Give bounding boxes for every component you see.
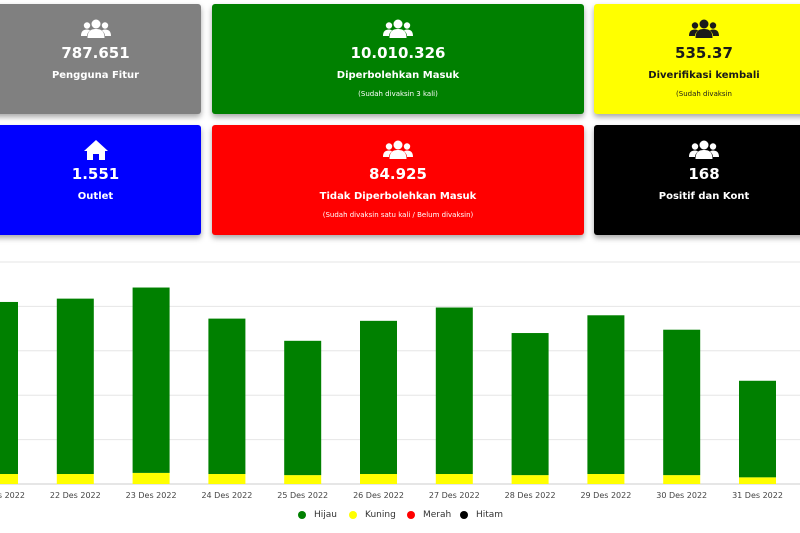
card-value: 168	[688, 165, 720, 183]
legend-item-merah[interactable]: Merah	[407, 510, 451, 520]
users-icon	[212, 139, 584, 163]
bar-hijau	[56, 298, 94, 475]
bar-kuning	[663, 475, 701, 484]
legend-marker	[460, 511, 468, 519]
legend-label: Kuning	[365, 510, 396, 520]
legend-item-kuning[interactable]: Kuning	[349, 510, 396, 520]
card-subtext: (Sudah divaksin 3 kali)	[358, 90, 438, 98]
card-pengguna-fitur[interactable]: 787.651 Pengguna Fitur	[0, 4, 201, 114]
card-label: Outlet	[77, 191, 114, 202]
legend-marker	[407, 511, 415, 519]
card-subtext: (Sudah divaksin satu kali / Belum divaks…	[322, 211, 474, 219]
x-tick-label: 29 Des 2022	[580, 491, 631, 500]
bar-hijau	[360, 320, 397, 475]
x-tick-label: 23 Des 2022	[126, 491, 177, 500]
card-label: Pengguna Fitur	[51, 70, 140, 81]
x-tick-label: 24 Des 2022	[201, 491, 252, 500]
bar-kuning	[435, 474, 473, 484]
daily-status-bar-chart: 21 Des 2022 22 Des 2022 23 Des 2022 24 Des …	[0, 261, 800, 500]
bar-kuning	[208, 474, 246, 484]
x-tick-label: 28 Des 2022	[505, 491, 556, 500]
legend-label: Merah	[423, 510, 452, 520]
bar-hijau	[511, 333, 549, 476]
users-icon	[0, 18, 201, 42]
legend-item-hijau[interactable]: Hijau	[298, 510, 337, 520]
card-diverifikasi-kembali[interactable]: 535.37 Diverifikasi kembali (Sudah divaksi…	[594, 4, 800, 114]
bar-hijau	[663, 329, 701, 476]
bar-hijau	[208, 318, 246, 475]
bar-hijau	[0, 301, 18, 475]
legend-item-hitam[interactable]: Hitam	[460, 510, 503, 520]
bar-kuning	[284, 475, 322, 484]
chart-legend: Hijau Kuning Merah Hitam	[0, 510, 800, 526]
legend-label: Hitam	[476, 510, 504, 520]
bar-hijau	[587, 315, 625, 475]
bar-kuning	[739, 477, 776, 484]
bar-hijau	[132, 287, 170, 473]
bar-kuning	[0, 474, 18, 484]
bar-hijau	[739, 380, 776, 478]
card-positif-kontak[interactable]: 168 Positif dan Kont	[594, 125, 800, 235]
card-outlet[interactable]: 1.551 Outlet	[0, 125, 201, 235]
x-tick-label: 30 Des 2022	[656, 491, 707, 500]
bar-hijau	[435, 307, 473, 475]
x-tick-label: 25 Des 2022	[277, 491, 328, 500]
card-value: 787.651	[61, 44, 130, 62]
bar-kuning	[56, 474, 94, 484]
card-value: 84.925	[369, 165, 427, 183]
legend-marker	[298, 511, 306, 519]
card-label: Tidak Diperbolehkan Masuk	[319, 191, 477, 202]
legend-label: Hijau	[314, 510, 337, 520]
card-subtext: (Sudah divaksin	[676, 90, 732, 98]
card-label: Diverifikasi kembali	[648, 70, 760, 81]
bar-kuning	[587, 474, 625, 484]
users-icon	[594, 18, 800, 42]
x-tick-label: 27 Des 2022	[429, 491, 480, 500]
x-tick-label: 21 Des 2022	[0, 491, 25, 500]
home-icon	[0, 139, 201, 163]
bar-hijau	[284, 340, 322, 476]
users-icon	[594, 139, 800, 163]
x-tick-label: 26 Des 2022	[353, 491, 404, 500]
x-tick-label: 31 Des 2022	[732, 491, 783, 500]
card-diperbolehkan-masuk[interactable]: 10.010.326 Diperbolehkan Masuk (Sudah diva…	[212, 4, 584, 114]
card-value: 10.010.326	[350, 44, 446, 62]
card-value: 535.37	[675, 44, 733, 62]
card-value: 1.551	[71, 165, 120, 183]
card-label: Diperbolehkan Masuk	[336, 70, 460, 81]
bar-kuning	[132, 472, 170, 484]
bar-kuning	[511, 475, 549, 484]
card-label: Positif dan Kont	[658, 191, 750, 202]
users-icon	[212, 18, 584, 42]
card-tidak-diperbolehkan[interactable]: 84.925 Tidak Diperbolehkan Masuk (Sudah di…	[212, 125, 584, 235]
bar-kuning	[360, 474, 397, 484]
x-tick-label: 22 Des 2022	[50, 491, 101, 500]
legend-marker	[349, 511, 357, 519]
